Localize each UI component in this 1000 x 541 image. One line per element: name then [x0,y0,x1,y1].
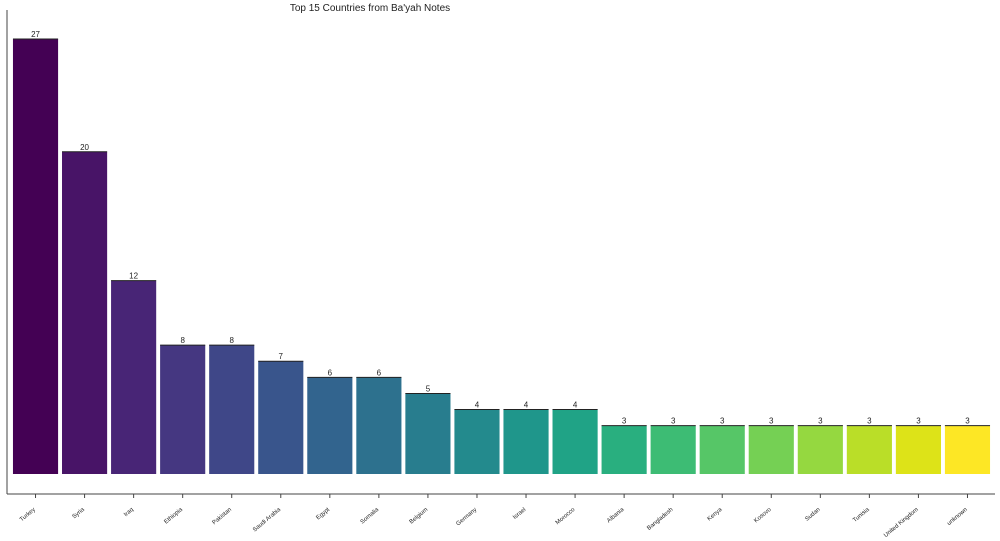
bar [503,409,549,474]
value-label: 4 [573,401,578,410]
x-tick-label: unknown [946,507,968,527]
bar [258,361,304,474]
bar [209,345,255,474]
value-label: 8 [180,336,185,345]
bar [356,377,402,474]
x-tick-label: Turkey [19,507,37,523]
value-label: 6 [328,368,333,377]
bar [454,409,500,474]
value-label: 3 [916,417,921,426]
value-label: 20 [80,143,89,152]
value-label: 3 [622,417,627,426]
bar [797,425,843,474]
x-tick-label: Sudan [804,507,821,523]
value-label: 3 [867,417,872,426]
x-tick-label: Iraq [123,507,135,518]
bar [748,425,794,474]
bar [846,425,892,474]
x-tick-label: Albania [606,507,626,525]
x-tick-label: United Kingdom [883,507,920,539]
x-tick-label: Morocco [555,507,577,527]
x-tick-label: Ethiopia [163,507,184,526]
bar [944,425,991,474]
x-tick-label: Tunisia [852,507,871,524]
value-label: 3 [818,417,823,426]
bar [307,377,353,474]
value-label: 5 [426,384,431,393]
value-label: 8 [229,336,234,345]
x-tick-label: Pakistan [212,507,233,526]
value-label: 27 [31,30,40,39]
value-label: 6 [377,368,382,377]
x-tick-label: Israel [512,507,527,521]
x-tick-label: Bangladesh [646,507,674,532]
value-label: 4 [524,401,529,410]
value-label: 7 [279,352,284,361]
bar [62,151,108,474]
chart-title: Top 15 Countries from Ba'yah Notes [290,3,450,14]
value-label: 12 [129,272,138,281]
x-tick-label: Kenya [707,507,724,523]
bar [895,425,941,474]
x-tick-label: Saudi Arabia [252,507,282,534]
x-tick-label: Somalia [360,507,381,526]
bar [552,409,598,474]
x-tick-label: Germany [455,507,478,527]
bar [12,39,59,474]
bar [699,425,745,474]
x-tick-label: Syria [72,507,87,521]
x-tick-label: Belgium [409,507,429,526]
value-label: 3 [720,417,725,426]
bar [601,425,647,474]
x-tick-label: Egypt [315,507,331,522]
value-label: 3 [965,417,970,426]
x-tick-label: Kosovo [753,507,773,525]
bar [650,425,696,474]
value-label: 4 [475,401,480,410]
value-label: 3 [769,417,774,426]
value-label: 3 [671,417,676,426]
bar [405,393,451,474]
bar [111,280,157,474]
bar [160,345,206,474]
